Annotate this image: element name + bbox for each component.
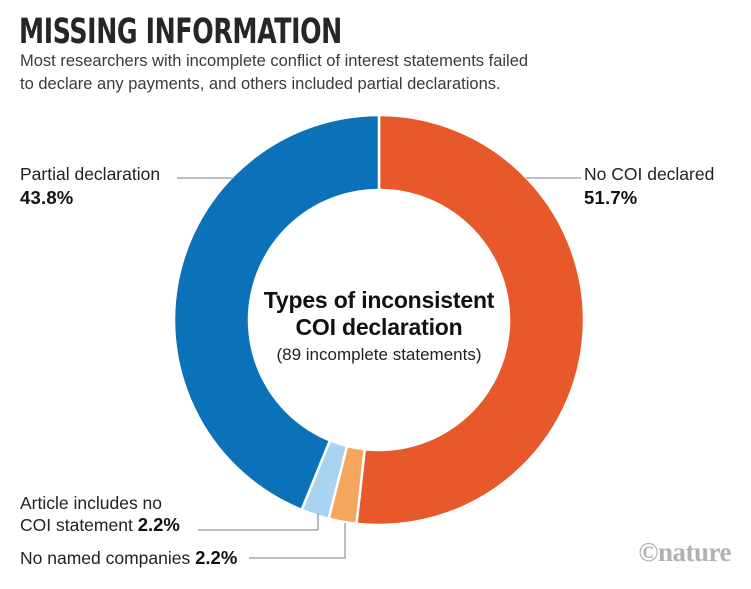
callout-partial-value: 43.8% [20,187,74,208]
callout-article-label-line-1: Article includes no [20,493,163,513]
callout-article-no-statement: Article includes no COI statement 2.2% [20,492,180,536]
leader-lines [177,177,581,559]
donut-segment-partial-declaration [172,113,381,512]
chart-subtitle: Most researchers with incomplete conflic… [20,50,528,96]
callout-no-coi-declared: No COI declared 51.7% [584,163,714,209]
callout-no-named-companies: No named companies 2.2% [20,546,237,570]
callout-partial-declaration: Partial declaration 43.8% [20,163,160,209]
callout-companies-label: No named companies [20,548,196,568]
callout-article-label-line-2: COI statement [20,515,138,535]
callout-partial-label: Partial declaration [20,164,161,184]
callout-no-coi-value: 51.7% [584,187,638,208]
nature-watermark: ©nature [638,537,731,567]
subtitle-line-1: Most researchers with incomplete conflic… [20,52,529,70]
donut-segments [172,113,586,527]
callout-article-value: 2.2% [137,514,180,535]
leader-line-no-named-companies [249,523,346,559]
page-title: MISSING INFORMATION [19,12,342,52]
subtitle-line-2: to declare any payments, and others incl… [20,75,501,93]
donut-segment-no-coi-declared [355,113,586,527]
callout-no-coi-label: No COI declared [584,164,715,184]
leader-line-article-no-statement [198,513,319,531]
callout-companies-value: 2.2% [195,547,238,568]
